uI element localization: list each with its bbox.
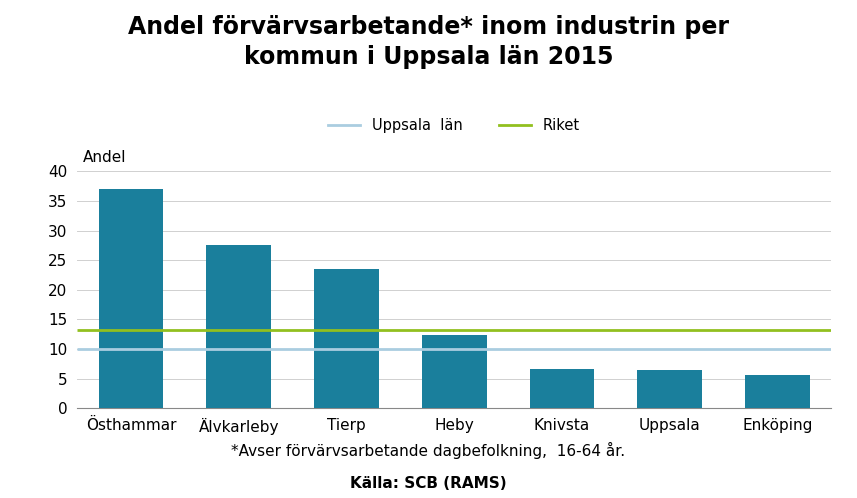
Text: Källa: SCB (RAMS): Källa: SCB (RAMS) (351, 476, 506, 491)
Bar (530, 369, 594, 408)
Text: *Avser förvärvsarbetande dagbefolkning,  16-64 år.: *Avser förvärvsarbetande dagbefolkning, … (231, 442, 626, 459)
Text: Andel förvärvsarbetande* inom industrin per
kommun i Uppsala län 2015: Andel förvärvsarbetande* inom industrin … (128, 15, 729, 69)
Bar (638, 371, 702, 408)
Legend: Uppsala  län, Riket: Uppsala län, Riket (322, 112, 586, 138)
Bar (99, 189, 164, 408)
Bar (315, 269, 379, 408)
Bar (745, 374, 810, 408)
Bar (207, 246, 271, 408)
Bar (422, 336, 487, 408)
Text: Andel: Andel (82, 150, 126, 165)
